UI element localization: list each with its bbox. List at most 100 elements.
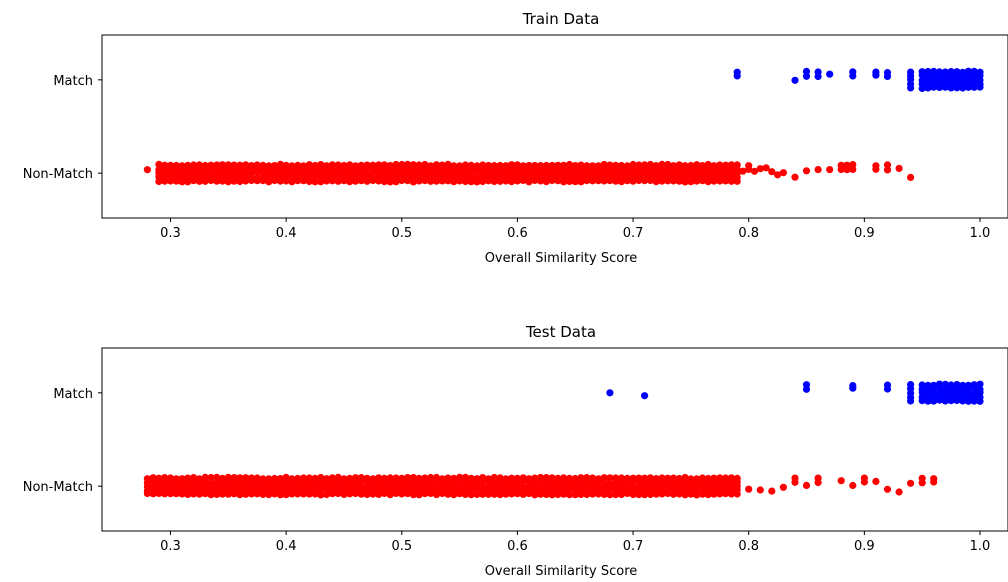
non-match-point — [774, 171, 782, 179]
non-match-point — [311, 490, 319, 498]
match-point — [964, 384, 973, 392]
non-match-point — [311, 178, 319, 186]
non-match-point — [282, 491, 290, 499]
non-match-point — [184, 178, 192, 186]
non-match-point — [404, 490, 412, 498]
non-match-point — [143, 166, 151, 174]
non-match-point — [629, 490, 637, 499]
non-match-point — [247, 176, 256, 185]
test-axes-frame — [101, 347, 1008, 532]
non-match-point — [213, 177, 221, 185]
non-match-point — [727, 177, 736, 185]
non-match-point — [149, 477, 157, 486]
match-point — [964, 75, 973, 83]
non-match-point — [872, 165, 880, 173]
match-point — [935, 396, 944, 404]
non-match-point — [195, 177, 203, 185]
x-tick-label: 0.8 — [738, 539, 759, 554]
x-tick-label: 0.8 — [738, 226, 759, 241]
match-point — [924, 397, 932, 405]
non-match-point — [716, 490, 724, 498]
non-match-point — [490, 490, 498, 498]
non-match-point — [883, 166, 892, 174]
non-match-point — [461, 177, 469, 186]
x-tick-label: 0.9 — [854, 226, 875, 241]
non-match-point — [565, 486, 574, 494]
non-match-point — [519, 490, 527, 498]
non-match-point — [207, 169, 215, 177]
non-match-point — [907, 173, 915, 181]
non-match-point — [288, 481, 296, 490]
test-x-axis-label: Overall Similarity Score — [485, 564, 638, 579]
non-match-point — [271, 176, 279, 185]
non-match-point — [299, 177, 308, 185]
non-match-point — [542, 490, 550, 498]
test-panel: Test Data 0.3 0.4 0.5 0.6 0.7 0.8 0.9 1.0 Non-Ma… — [23, 323, 1008, 579]
non-match-point — [484, 477, 493, 485]
non-match-point — [687, 178, 695, 186]
non-match-point — [328, 490, 336, 498]
non-match-point — [704, 178, 712, 186]
x-tick-label: 0.4 — [276, 226, 297, 241]
non-match-point — [693, 486, 701, 494]
non-match-point — [658, 177, 666, 185]
non-match-point — [409, 473, 417, 482]
non-match-point — [323, 490, 331, 499]
non-match-point — [733, 177, 741, 185]
non-match-point — [531, 491, 539, 499]
match-point — [941, 380, 949, 388]
match-point — [826, 70, 834, 78]
non-match-point — [589, 177, 597, 185]
non-match-point — [473, 490, 481, 498]
x-tick-label: 0.3 — [160, 226, 181, 241]
non-match-point — [704, 491, 712, 499]
non-match-point — [375, 490, 383, 498]
non-match-point — [814, 478, 822, 487]
non-match-point — [658, 490, 666, 498]
match-point — [907, 84, 915, 92]
match-point — [976, 397, 984, 405]
non-match-point — [288, 178, 296, 186]
x-tick-label: 0.3 — [160, 539, 181, 554]
non-match-point — [693, 491, 701, 499]
non-match-point — [242, 177, 250, 185]
match-point — [947, 397, 955, 405]
non-match-point — [409, 491, 417, 499]
non-match-point — [583, 485, 591, 493]
non-match-point — [323, 177, 331, 185]
non-match-point — [860, 478, 869, 486]
match-point — [959, 397, 967, 405]
non-match-point — [432, 491, 441, 499]
non-match-point — [218, 490, 227, 498]
match-point — [970, 397, 978, 405]
non-match-point — [641, 177, 649, 185]
non-match-point — [276, 177, 284, 185]
non-match-point — [415, 177, 423, 185]
train-axes-frame — [101, 34, 1008, 219]
non-match-point — [444, 177, 452, 185]
non-match-point — [311, 173, 319, 181]
non-match-point — [525, 178, 533, 186]
non-match-point — [571, 486, 579, 494]
non-match-point — [635, 491, 643, 499]
non-match-point — [143, 489, 151, 498]
non-match-point — [190, 177, 198, 185]
non-match-point — [490, 473, 498, 482]
non-match-point — [392, 160, 400, 169]
x-tick-label: 0.5 — [391, 226, 412, 241]
match-point — [930, 397, 938, 405]
non-match-point — [571, 491, 579, 499]
non-match-point — [681, 178, 689, 186]
non-match-point — [438, 489, 446, 498]
match-point — [849, 72, 857, 80]
non-match-point — [456, 177, 464, 185]
non-match-point — [698, 490, 707, 498]
non-match-point — [294, 490, 302, 498]
match-point — [918, 397, 926, 405]
non-match-point — [357, 177, 365, 185]
non-match-point — [265, 491, 273, 499]
non-match-point — [247, 490, 256, 498]
non-match-point — [693, 161, 701, 169]
non-match-point — [646, 490, 655, 499]
non-match-point — [484, 490, 493, 498]
